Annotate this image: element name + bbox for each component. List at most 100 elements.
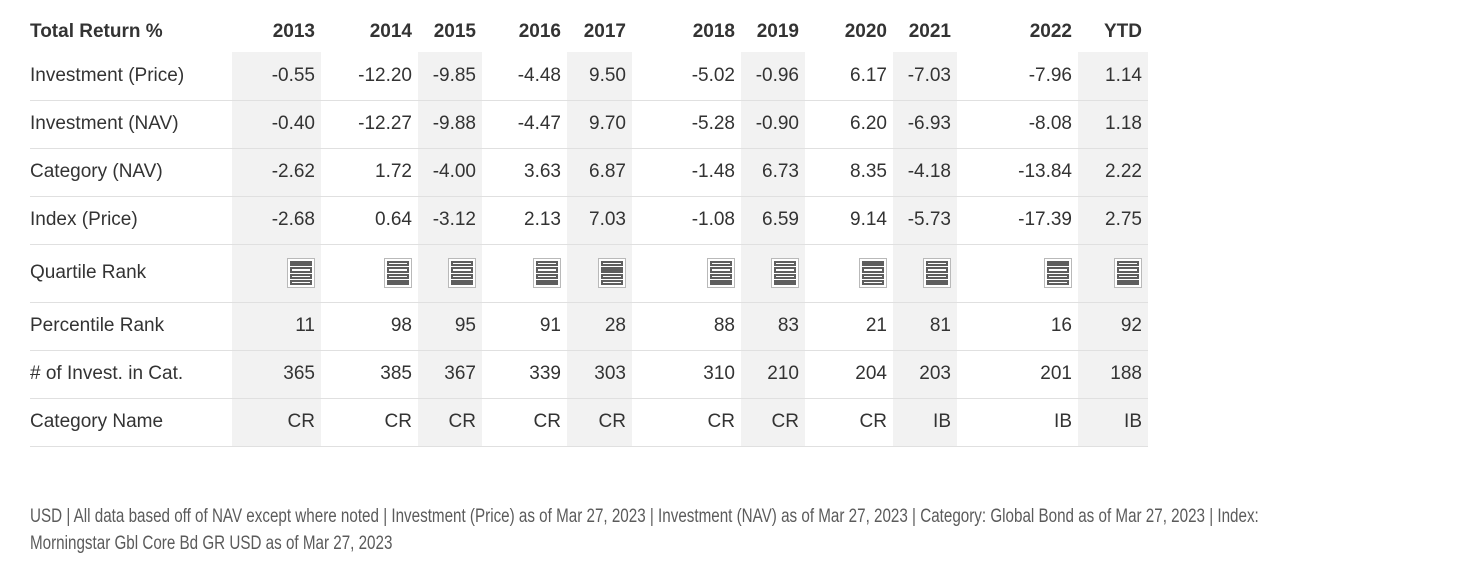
- value-cell: 367: [418, 350, 482, 399]
- value-cell: -5.28: [632, 100, 741, 149]
- value-cell: 21: [805, 302, 893, 351]
- value-cell: -0.55: [232, 52, 321, 101]
- row-category-nav: Category (NAV) -2.62 1.72 -4.00 3.63 6.8…: [30, 148, 1148, 197]
- quartile-cell: [957, 244, 1078, 303]
- value-cell: 203: [893, 350, 957, 399]
- value-cell: -4.00: [418, 148, 482, 197]
- value-cell: 6.87: [567, 148, 632, 197]
- value-cell: -4.18: [893, 148, 957, 197]
- row-label: Investment (NAV): [30, 100, 232, 149]
- value-cell: -2.62: [232, 148, 321, 197]
- quartile-rank-icon: [384, 258, 412, 288]
- value-cell: 1.18: [1078, 100, 1148, 149]
- value-cell: -13.84: [957, 148, 1078, 197]
- quartile-rank-icon: [923, 258, 951, 288]
- quartile-cell: [321, 244, 418, 303]
- value-cell: 3.63: [482, 148, 567, 197]
- value-cell: 365: [232, 350, 321, 399]
- value-cell: 6.17: [805, 52, 893, 101]
- value-cell: -7.03: [893, 52, 957, 101]
- value-cell: -4.48: [482, 52, 567, 101]
- quartile-cell: [1078, 244, 1148, 303]
- value-cell: CR: [632, 398, 741, 447]
- column-header-2020: 2020: [844, 21, 887, 42]
- column-header-2019: 2019: [756, 21, 799, 42]
- value-cell: -2.68: [232, 196, 321, 245]
- value-cell: 9.70: [567, 100, 632, 149]
- value-cell: 1.14: [1078, 52, 1148, 101]
- row-label: Index (Price): [30, 196, 232, 245]
- value-cell: 98: [321, 302, 418, 351]
- value-cell: 11: [232, 302, 321, 351]
- quartile-cell: [232, 244, 321, 303]
- value-cell: 81: [893, 302, 957, 351]
- quartile-cell: [632, 244, 741, 303]
- column-header-2014: 2014: [369, 21, 412, 42]
- value-cell: -12.27: [321, 100, 418, 149]
- value-cell: 83: [741, 302, 805, 351]
- value-cell: -0.96: [741, 52, 805, 101]
- value-cell: IB: [1078, 398, 1148, 447]
- row-label: Quartile Rank: [30, 244, 232, 303]
- quartile-cell: [567, 244, 632, 303]
- value-cell: -17.39: [957, 196, 1078, 245]
- total-return-module: Total Return % 2013 2014 2015 2016 2017 …: [30, 12, 1148, 447]
- row-label: Percentile Rank: [30, 302, 232, 351]
- row-label: Category Name: [30, 398, 232, 447]
- value-cell: 91: [482, 302, 567, 351]
- column-header-ytd: YTD: [1104, 21, 1142, 42]
- value-cell: CR: [741, 398, 805, 447]
- row-label: # of Invest. in Cat.: [30, 350, 232, 399]
- value-cell: -3.12: [418, 196, 482, 245]
- value-cell: -5.73: [893, 196, 957, 245]
- quartile-cell: [893, 244, 957, 303]
- value-cell: -12.20: [321, 52, 418, 101]
- value-cell: 2.75: [1078, 196, 1148, 245]
- row-label: Investment (Price): [30, 52, 232, 101]
- column-header-2018: 2018: [692, 21, 735, 42]
- row-investment-nav: Investment (NAV) -0.40 -12.27 -9.88 -4.4…: [30, 100, 1148, 149]
- value-cell: 2.22: [1078, 148, 1148, 197]
- value-cell: 6.20: [805, 100, 893, 149]
- value-cell: -9.88: [418, 100, 482, 149]
- column-header-2017: 2017: [583, 21, 626, 42]
- value-cell: 0.64: [321, 196, 418, 245]
- value-cell: -8.08: [957, 100, 1078, 149]
- value-cell: CR: [567, 398, 632, 447]
- value-cell: IB: [893, 398, 957, 447]
- column-header-2015: 2015: [433, 21, 476, 42]
- row-index-price: Index (Price) -2.68 0.64 -3.12 2.13 7.03…: [30, 196, 1148, 245]
- value-cell: 303: [567, 350, 632, 399]
- value-cell: -1.48: [632, 148, 741, 197]
- value-cell: 9.14: [805, 196, 893, 245]
- value-cell: 2.13: [482, 196, 567, 245]
- value-cell: 7.03: [567, 196, 632, 245]
- quartile-cell: [741, 244, 805, 303]
- quartile-rank-icon: [1114, 258, 1142, 288]
- quartile-rank-icon: [598, 258, 626, 288]
- value-cell: CR: [321, 398, 418, 447]
- column-header-2021: 2021: [908, 21, 951, 42]
- quartile-rank-icon: [533, 258, 561, 288]
- column-header-2022: 2022: [1029, 21, 1072, 42]
- value-cell: 210: [741, 350, 805, 399]
- row-investments-in-category: # of Invest. in Cat. 365 385 367 339 303…: [30, 350, 1148, 399]
- column-header-2016: 2016: [518, 21, 561, 42]
- value-cell: 28: [567, 302, 632, 351]
- footnote: USD | All data based off of NAV except w…: [30, 503, 1259, 557]
- value-cell: 92: [1078, 302, 1148, 351]
- value-cell: 16: [957, 302, 1078, 351]
- value-cell: -5.02: [632, 52, 741, 101]
- quartile-rank-icon: [1044, 258, 1072, 288]
- value-cell: 6.59: [741, 196, 805, 245]
- row-quartile-rank: Quartile Rank: [30, 244, 1148, 303]
- value-cell: 1.72: [321, 148, 418, 197]
- header-row: Total Return % 2013 2014 2015 2016 2017 …: [30, 12, 1148, 52]
- quartile-rank-icon: [859, 258, 887, 288]
- value-cell: -0.90: [741, 100, 805, 149]
- value-cell: CR: [482, 398, 567, 447]
- row-category-name: Category Name CR CR CR CR CR CR CR CR IB…: [30, 398, 1148, 447]
- quartile-rank-icon: [287, 258, 315, 288]
- value-cell: -1.08: [632, 196, 741, 245]
- row-investment-price: Investment (Price) -0.55 -12.20 -9.85 -4…: [30, 52, 1148, 101]
